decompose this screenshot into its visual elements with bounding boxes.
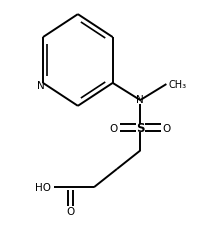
- Text: CH₃: CH₃: [168, 80, 186, 90]
- Text: N: N: [136, 94, 144, 104]
- Text: O: O: [67, 206, 75, 216]
- Text: N: N: [37, 80, 44, 90]
- Text: S: S: [136, 122, 144, 134]
- Text: O: O: [163, 123, 171, 133]
- Text: O: O: [109, 123, 118, 133]
- Text: HO: HO: [35, 182, 51, 192]
